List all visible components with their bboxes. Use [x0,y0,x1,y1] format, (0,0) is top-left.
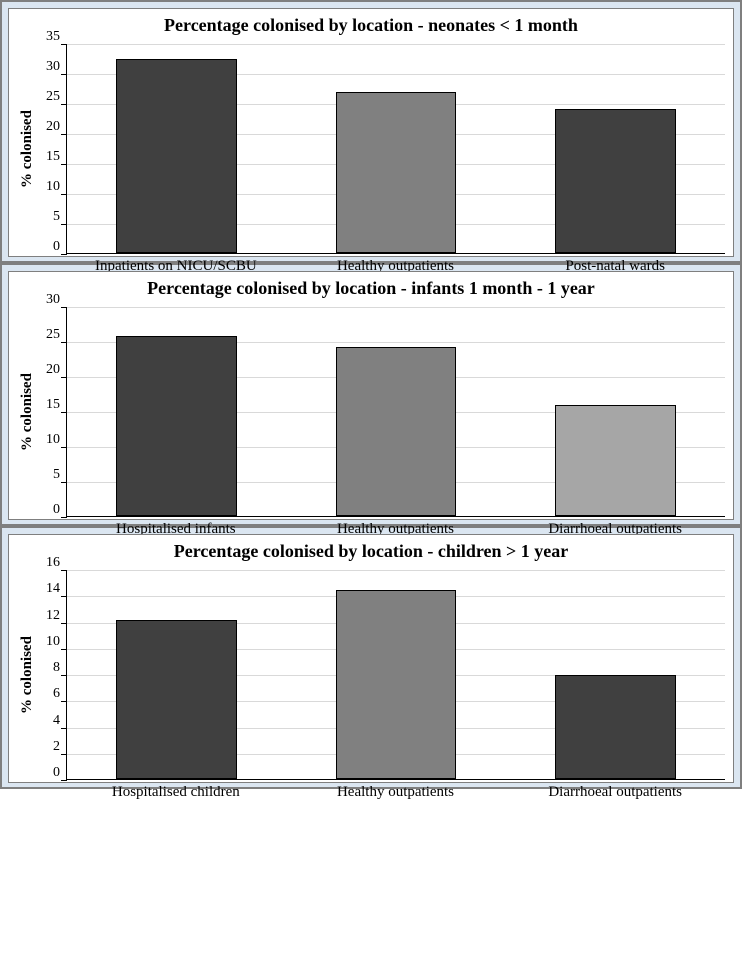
bar [336,590,457,779]
chart-box: Percentage colonised by location - child… [8,534,734,783]
bar [336,92,457,253]
bar [116,620,237,779]
chart-title: Percentage colonised by location - infan… [17,278,725,299]
y-axis-label: % colonised [17,570,38,780]
bar [116,59,237,253]
x-tick-label: Hospitalised children [66,784,286,801]
bars-container [67,570,725,779]
y-tick-mark [61,780,67,781]
bar [336,347,457,516]
bars-container [67,307,725,516]
chart-panel-1: Percentage colonised by location - infan… [0,263,742,526]
bars-container [67,44,725,253]
chart-title: Percentage colonised by location - neona… [17,15,725,36]
bar [555,109,676,254]
bar [555,405,676,516]
chart-box: Percentage colonised by location - neona… [8,8,734,257]
x-tick-label: Healthy outpatients [286,784,506,801]
plot-area [66,44,725,254]
chart-panel-0: Percentage colonised by location - neona… [0,0,742,263]
y-tick-mark [61,517,67,518]
y-tick-mark [61,254,67,255]
y-axis-label: % colonised [17,44,38,254]
chart-panel-2: Percentage colonised by location - child… [0,526,742,789]
y-axis-label: % colonised [17,307,38,517]
y-ticks: 35302520151050 [38,44,66,254]
plot-area [66,570,725,780]
bar [116,336,237,516]
bar [555,675,676,780]
x-labels: Hospitalised childrenHealthy outpatients… [38,784,725,801]
chart-title: Percentage colonised by location - child… [17,541,725,562]
x-tick-label: Diarrhoeal outpatients [505,784,725,801]
plot-area [66,307,725,517]
chart-box: Percentage colonised by location - infan… [8,271,734,520]
